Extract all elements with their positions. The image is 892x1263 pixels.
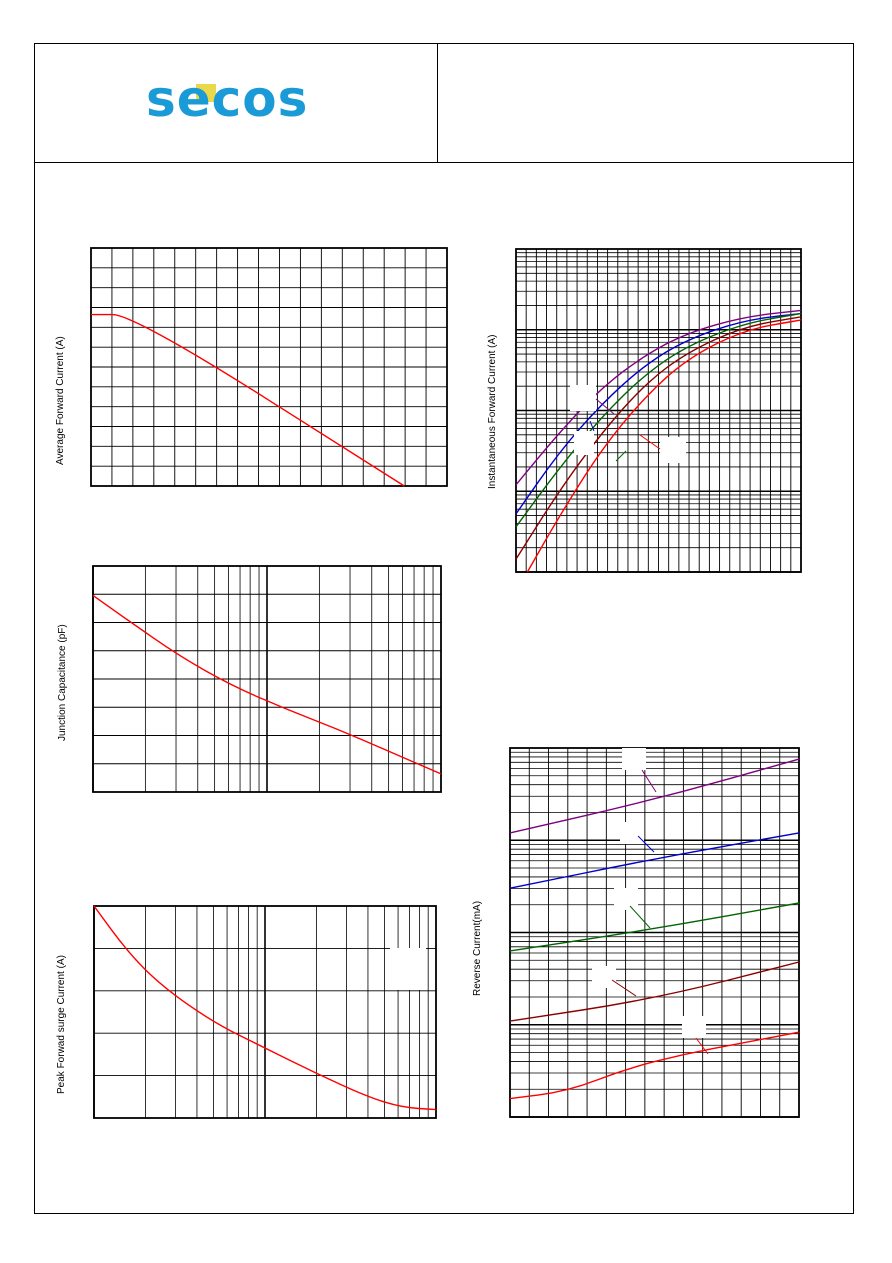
reverse-label-patch-5: [682, 1016, 706, 1038]
grid: [515, 249, 802, 573]
surge-chart: [93, 905, 437, 1119]
forward-y-label: Instantaneous Forward Current (A): [487, 334, 498, 489]
capacitance-y-label: Junction Capacitance (pF): [57, 624, 68, 741]
reverse-label-patch-1: [622, 748, 646, 770]
surge-label-patch: [390, 948, 426, 990]
plot-border: [509, 747, 800, 1118]
grid: [92, 565, 441, 793]
logo-text: secos: [146, 78, 308, 122]
series-line-0: [91, 313, 405, 487]
forward-chart: [515, 248, 802, 573]
secos-logo: secos: [146, 78, 308, 122]
logo-accent: [196, 84, 216, 102]
reverse-pointer-2: [637, 835, 655, 853]
plot-border: [93, 905, 437, 1119]
reverse-pointer-1: [641, 769, 657, 793]
reverse-pointer-3: [629, 905, 651, 929]
reverse-y-label: Reverse Current(mA): [472, 900, 483, 996]
series-line-2: [515, 312, 802, 528]
plot-border: [92, 565, 442, 793]
forward-label-patch-3: [574, 431, 594, 455]
forward-pointer-3: [639, 434, 661, 450]
capacitance-chart: [92, 565, 442, 793]
series-line-4: [526, 319, 802, 573]
series-line-1: [515, 312, 802, 515]
forward-pointer-1: [595, 398, 615, 415]
reverse-label-patch-3: [614, 888, 638, 910]
series-line-0: [515, 309, 802, 486]
series-line-3: [515, 316, 802, 560]
plot-border: [90, 247, 448, 487]
series-line-1: [509, 832, 800, 889]
reverse-label-patch-2: [620, 822, 644, 844]
derating-chart: [90, 247, 448, 487]
series-line-3: [509, 961, 800, 1022]
surge-y-label: Peak Forwad surge Current (A): [56, 955, 67, 1094]
forward-label-patch-1: [570, 385, 596, 411]
grid: [90, 247, 448, 487]
reverse-pointer-4: [611, 979, 637, 997]
series-line-0: [509, 758, 800, 834]
forward-pointer-4: [615, 450, 627, 462]
reverse-chart: [509, 747, 800, 1118]
series-line-0: [92, 594, 442, 775]
series-line-4: [509, 1031, 800, 1100]
reverse-label-patch-4: [592, 966, 616, 988]
series-line-2: [509, 902, 800, 952]
series-line-0: [93, 905, 437, 1111]
header-divider: [34, 162, 854, 163]
plot-border: [515, 248, 802, 573]
derating-y-label: Average Forward Current (A): [55, 336, 66, 465]
forward-pointer-2: [589, 420, 595, 432]
header-vertical-divider: [437, 43, 438, 163]
forward-label-patch-2: [660, 437, 686, 463]
reverse-pointer-5: [695, 1037, 709, 1055]
page-frame: [34, 43, 854, 1214]
grid: [93, 905, 436, 1119]
